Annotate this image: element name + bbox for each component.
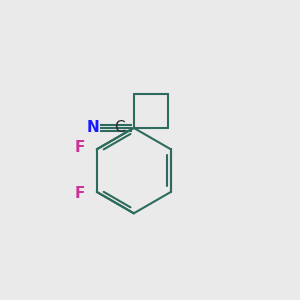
Text: F: F [75,140,85,155]
Text: F: F [75,186,85,201]
Text: C: C [114,120,125,135]
Text: N: N [86,120,99,135]
